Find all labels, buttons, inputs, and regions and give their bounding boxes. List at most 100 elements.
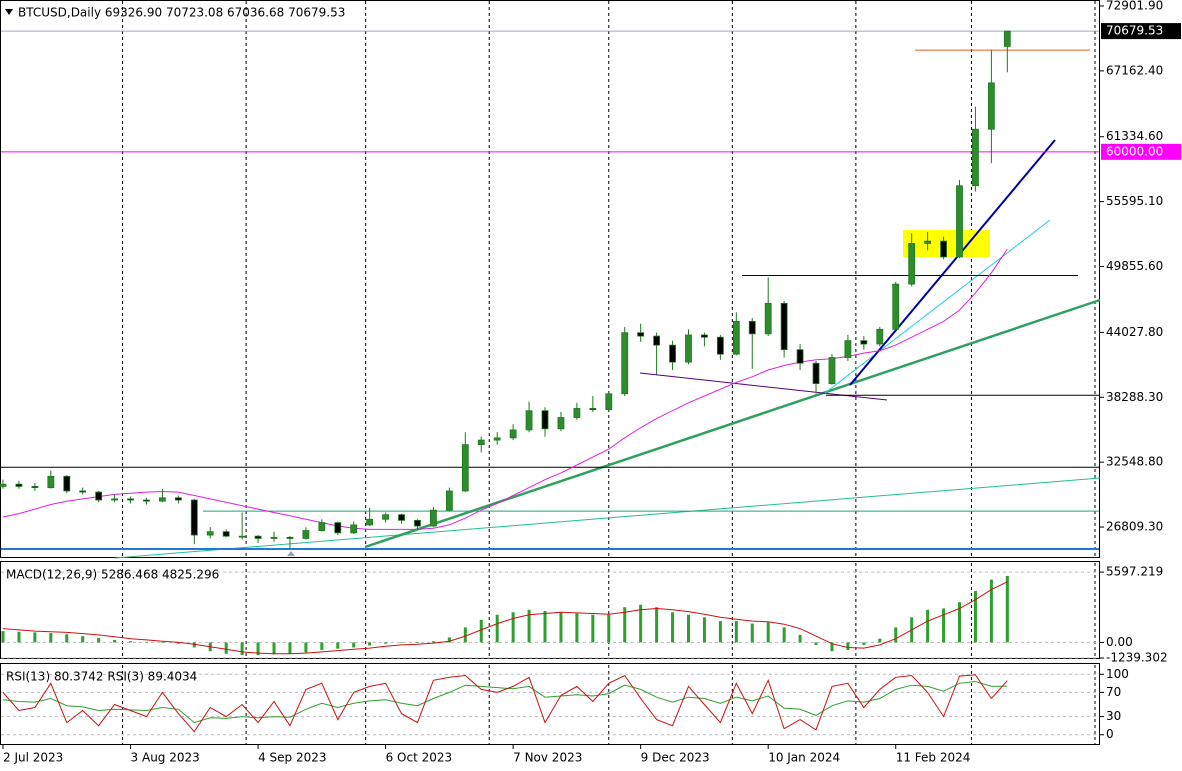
candle-body xyxy=(143,499,150,502)
candle-body xyxy=(111,498,118,501)
candle-body xyxy=(796,349,804,364)
macd-bar xyxy=(830,642,834,652)
candle-body xyxy=(732,321,740,355)
candle-body xyxy=(382,514,389,520)
macd-title: MACD(12,26,9) 5286.468 4825.296 xyxy=(6,568,219,582)
trend-line xyxy=(114,477,1101,559)
candle-body xyxy=(701,334,708,338)
candle-body xyxy=(430,509,437,527)
y-tick-label: 61334.60 xyxy=(1106,129,1163,143)
rsi-line xyxy=(2,680,1008,724)
macd-bar xyxy=(798,634,802,643)
macd-bar xyxy=(272,642,276,655)
macd-bar xyxy=(702,617,706,643)
macd-bar xyxy=(1005,575,1009,643)
macd-bar xyxy=(814,642,818,645)
macd-bar xyxy=(17,631,21,643)
y-tick-label: 100 xyxy=(1106,667,1129,681)
macd-bar xyxy=(878,638,882,643)
candle-body xyxy=(63,475,71,492)
macd-bar xyxy=(384,642,388,644)
macd-bar xyxy=(718,621,722,643)
y-tick-label: 0.00 xyxy=(1106,635,1133,649)
y-tick-label: 30 xyxy=(1106,709,1121,723)
candle-body xyxy=(685,334,692,363)
candle-body xyxy=(748,321,756,335)
trend-line xyxy=(364,298,1101,549)
x-tick-label: 7 Nov 2023 xyxy=(513,751,582,765)
macd-bar xyxy=(447,637,451,643)
y-tick-label: 5597.219 xyxy=(1106,565,1163,579)
candle-body xyxy=(605,393,613,410)
macd-bar xyxy=(846,642,850,650)
candle-body xyxy=(31,486,39,488)
macd-bar xyxy=(559,612,563,643)
macd-bar xyxy=(686,614,690,643)
candle-body xyxy=(621,332,629,395)
x-tick-label: 4 Sep 2023 xyxy=(258,751,326,765)
macd-bar xyxy=(957,602,961,643)
candle-body xyxy=(222,531,230,537)
macd-bar xyxy=(527,609,531,643)
candle-body xyxy=(637,332,645,337)
candle-body xyxy=(557,417,565,430)
y-tick-label: -1239.302 xyxy=(1106,651,1168,665)
y-tick-label: 67162.40 xyxy=(1106,63,1163,77)
macd-bar xyxy=(304,642,308,653)
rsi-title: RSI(13) 80.3742 RSI(3) 89.4034 xyxy=(6,670,197,684)
macd-bar xyxy=(320,642,324,650)
macd-bar xyxy=(176,642,180,644)
macd-bar xyxy=(129,641,133,643)
macd-bar xyxy=(639,604,643,643)
macd-bar xyxy=(575,613,579,643)
macd-bar xyxy=(973,590,977,643)
y-tick-label: 26809.30 xyxy=(1106,520,1163,534)
macd-bar xyxy=(671,612,675,643)
candle-body xyxy=(780,302,788,351)
y-tick-label: 49855.60 xyxy=(1106,259,1163,273)
macd-bar xyxy=(192,642,196,648)
candle-body xyxy=(127,498,134,501)
macd-bar xyxy=(926,609,930,643)
candle-body xyxy=(860,340,868,345)
trend-line xyxy=(849,139,1056,386)
candle-body xyxy=(956,185,963,258)
candle-body xyxy=(79,490,87,493)
x-tick-label: 6 Oct 2023 xyxy=(386,751,453,765)
candle-body xyxy=(254,535,262,539)
macd-bar xyxy=(1,631,5,643)
candle-body xyxy=(366,518,374,526)
candle-body xyxy=(302,530,310,539)
macd-bar xyxy=(368,642,372,646)
macd-bar xyxy=(81,636,85,643)
macd-bar xyxy=(431,641,435,643)
candle-body xyxy=(844,340,852,358)
candle-body xyxy=(764,302,772,335)
y-tick-label: 44027.80 xyxy=(1106,325,1163,339)
candle-body xyxy=(414,519,421,527)
candle-body xyxy=(876,328,884,345)
macd-bar xyxy=(989,579,993,643)
candle-body xyxy=(653,335,661,346)
macd-bar xyxy=(766,622,770,643)
candle-body xyxy=(206,531,214,536)
macd-bar xyxy=(734,621,738,643)
macd-bar xyxy=(511,612,515,643)
macd-bar xyxy=(49,633,53,643)
y-tick-label: 72901.90 xyxy=(1106,0,1163,12)
macd-bar xyxy=(256,642,260,655)
candle-body xyxy=(908,242,916,285)
candle-body xyxy=(95,491,103,501)
last-price-box xyxy=(1101,23,1181,40)
macd-bar xyxy=(144,642,148,643)
candle-body xyxy=(174,497,182,501)
candle-body xyxy=(318,522,326,531)
macd-bar xyxy=(495,614,499,643)
macd-bar xyxy=(352,642,356,648)
candle-body xyxy=(159,497,166,502)
macd-bar xyxy=(400,642,404,643)
x-tick-label: 11 Feb 2024 xyxy=(896,751,971,765)
macd-bar xyxy=(415,642,419,644)
